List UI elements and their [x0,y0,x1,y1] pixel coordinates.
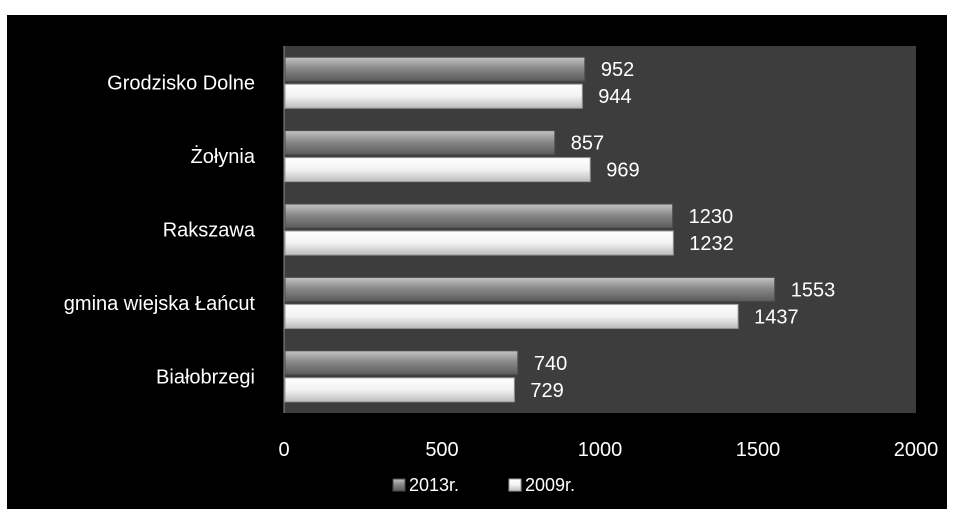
data-label: 1437 [754,306,799,328]
category-label: Rakszawa [163,220,256,242]
category-label: Białobrzegi [156,366,255,388]
data-label: 944 [598,86,631,108]
bar-2013r-4 [284,350,519,376]
legend-label: 2013r. [409,475,459,495]
bar-2009r-2 [284,230,674,256]
data-label: 1232 [689,233,734,255]
bar-2013r-1 [284,130,556,156]
bars-layer [284,56,776,403]
bar-2013r-3 [284,276,776,302]
data-label: 729 [530,380,563,402]
x-tick-label: 1000 [578,439,623,461]
data-label: 1553 [791,279,836,301]
x-tick-label: 2000 [894,439,939,461]
x-tick-label: 1500 [736,439,781,461]
data-label: 969 [606,160,639,182]
bar-2009r-1 [284,157,591,183]
data-label: 952 [601,59,634,81]
x-tick-label: 0 [278,439,289,461]
legend-swatch [392,478,406,492]
bar-2009r-3 [284,303,739,329]
category-label: Żołynia [191,145,256,168]
category-labels: Grodzisko Dolne Żołynia Rakszawa gmina wiej… [64,73,256,389]
category-label: gmina wiejska Łańcut [64,293,256,315]
legend-label: 2009r. [525,475,575,495]
data-label: 857 [571,133,604,155]
category-label: Grodzisko Dolne [107,73,255,95]
data-label: 740 [534,353,567,375]
legend-swatch [508,478,522,492]
data-label: 1230 [689,206,734,228]
bar-2009r-0 [284,83,583,109]
x-tick-label: 500 [425,439,458,461]
bar-2013r-0 [284,56,586,82]
bar-2013r-2 [284,203,674,229]
legend: 2013r. 2009r. [392,475,575,495]
bar-2009r-4 [284,377,515,403]
x-axis-tick-labels: 0 500 1000 1500 2000 [278,439,938,461]
